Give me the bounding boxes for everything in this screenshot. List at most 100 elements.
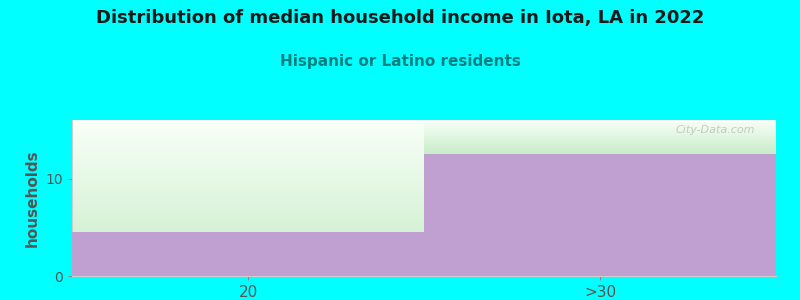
Bar	[72, 262, 424, 263]
Bar	[72, 270, 424, 271]
Bar	[72, 159, 424, 160]
Bar	[72, 150, 424, 151]
Bar	[424, 131, 776, 132]
Bar	[72, 248, 424, 250]
Bar	[72, 176, 424, 178]
Bar	[72, 184, 424, 185]
Bar	[72, 128, 424, 129]
Bar	[424, 147, 776, 148]
Bar	[72, 131, 424, 133]
Bar	[72, 231, 424, 232]
Bar	[424, 154, 776, 276]
Bar	[72, 212, 424, 214]
Bar	[72, 211, 424, 212]
Bar	[72, 187, 424, 189]
Bar	[72, 259, 424, 260]
Bar	[72, 238, 424, 240]
Bar	[72, 218, 424, 220]
Bar	[72, 267, 424, 268]
Bar	[424, 124, 776, 125]
Bar	[72, 151, 424, 153]
Bar	[72, 200, 424, 201]
Bar	[72, 203, 424, 204]
Bar	[72, 137, 424, 139]
Bar	[72, 257, 424, 259]
Bar	[424, 150, 776, 151]
Bar	[72, 179, 424, 181]
Bar	[72, 193, 424, 195]
Bar	[424, 146, 776, 147]
Bar	[72, 145, 424, 146]
Bar	[72, 153, 424, 154]
Bar	[72, 245, 424, 246]
Bar	[424, 137, 776, 138]
Bar	[72, 201, 424, 203]
Bar	[72, 146, 424, 148]
Bar	[424, 145, 776, 146]
Bar	[424, 126, 776, 127]
Bar	[424, 144, 776, 145]
Bar	[72, 170, 424, 172]
Bar	[424, 135, 776, 136]
Bar	[72, 207, 424, 209]
Y-axis label: households: households	[25, 149, 40, 247]
Bar	[72, 168, 424, 170]
Bar	[72, 206, 424, 207]
Bar	[72, 129, 424, 131]
Bar	[72, 215, 424, 217]
Bar	[72, 136, 424, 137]
Bar	[72, 164, 424, 165]
Bar	[72, 154, 424, 156]
Bar	[72, 229, 424, 231]
Bar	[72, 162, 424, 164]
Bar	[72, 190, 424, 192]
Bar	[424, 123, 776, 124]
Bar	[72, 226, 424, 228]
Bar	[72, 126, 424, 128]
Bar	[72, 192, 424, 193]
Bar	[72, 167, 424, 168]
Bar	[72, 236, 424, 237]
Bar	[424, 153, 776, 154]
Bar	[72, 242, 424, 243]
Bar	[72, 175, 424, 176]
Bar	[424, 120, 776, 121]
Bar	[72, 196, 424, 198]
Bar	[424, 149, 776, 150]
Bar	[72, 123, 424, 125]
Bar	[72, 160, 424, 162]
Bar	[424, 122, 776, 123]
Bar	[72, 250, 424, 251]
Bar	[72, 232, 424, 276]
Bar	[72, 263, 424, 265]
Bar	[72, 173, 424, 175]
Text: Distribution of median household income in Iota, LA in 2022: Distribution of median household income …	[96, 9, 704, 27]
Bar	[424, 132, 776, 133]
Bar	[72, 223, 424, 224]
Bar	[72, 260, 424, 262]
Bar	[72, 189, 424, 190]
Bar	[424, 142, 776, 143]
Bar	[72, 204, 424, 206]
Bar	[72, 254, 424, 256]
Bar	[72, 181, 424, 182]
Bar	[72, 265, 424, 267]
Bar	[72, 134, 424, 136]
Bar	[72, 251, 424, 253]
Bar	[424, 128, 776, 129]
Bar	[424, 136, 776, 137]
Bar	[72, 142, 424, 143]
Bar	[72, 140, 424, 142]
Bar	[424, 129, 776, 130]
Bar	[424, 121, 776, 122]
Bar	[72, 120, 424, 122]
Bar	[72, 165, 424, 167]
Bar	[72, 209, 424, 211]
Bar	[72, 237, 424, 238]
Bar	[72, 243, 424, 245]
Bar	[424, 139, 776, 140]
Bar	[72, 224, 424, 226]
Bar	[424, 143, 776, 144]
Bar	[72, 246, 424, 248]
Bar	[72, 220, 424, 221]
